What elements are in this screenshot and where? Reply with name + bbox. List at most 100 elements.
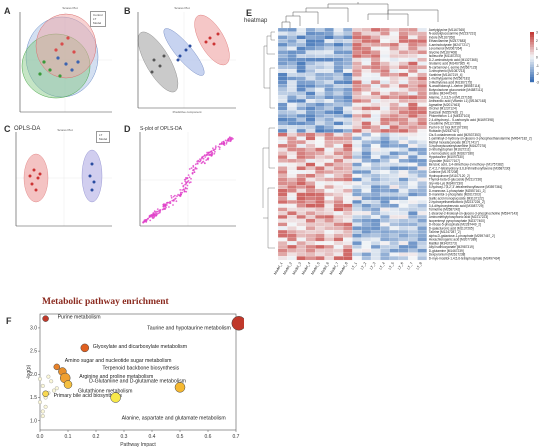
pathway-point bbox=[43, 404, 48, 409]
panel-c: C OPLS-DA Scores Plot LT Model bbox=[0, 120, 118, 234]
heatmap-cell bbox=[277, 50, 288, 55]
heatmap-cell bbox=[315, 61, 325, 66]
heatmap-cell bbox=[361, 166, 372, 171]
heatmap-cell bbox=[277, 69, 288, 74]
x-axis-label: Pathway Impact bbox=[120, 442, 156, 447]
heatmap-cell bbox=[408, 177, 418, 182]
heatmap-cell bbox=[277, 229, 288, 234]
heatmap-row-label: D-ribose-5-phosphate [M2287449_2] bbox=[429, 223, 481, 227]
heatmap-cell bbox=[352, 46, 362, 51]
heatmap-row-label: Cis-9-octadecenoic acid [M2537353] bbox=[429, 133, 481, 137]
heatmap-cell bbox=[408, 76, 418, 81]
heatmap-row-label: Alanine, 2,3,3,5-ol [M1227163] bbox=[429, 95, 473, 99]
splot-point bbox=[168, 206, 170, 208]
heatmap-cell bbox=[352, 136, 362, 141]
heatmap-cell bbox=[417, 140, 427, 145]
heatmap-cell bbox=[277, 46, 288, 51]
heatmap-cell bbox=[380, 181, 390, 186]
heatmap-cell bbox=[305, 46, 316, 51]
splot-point bbox=[213, 152, 216, 155]
heatmap-cell bbox=[296, 95, 306, 100]
heatmap-cell bbox=[305, 128, 316, 133]
heatmap-cell bbox=[305, 132, 316, 137]
heatmap-cell bbox=[305, 207, 316, 212]
heatmap-cell bbox=[417, 192, 427, 197]
heatmap-cell bbox=[380, 211, 390, 216]
heatmap-cell bbox=[315, 207, 325, 212]
heatmap-cell bbox=[333, 151, 344, 156]
heatmap-cell bbox=[417, 121, 427, 126]
y-axis-label: -log(p) bbox=[26, 364, 32, 379]
heatmap-cell bbox=[333, 226, 344, 231]
splot-point bbox=[142, 221, 145, 224]
heatmap-cell bbox=[370, 50, 381, 55]
heatmap-cell bbox=[408, 54, 418, 59]
heatmap-cell bbox=[343, 151, 353, 156]
heatmap-cell bbox=[287, 99, 297, 103]
heatmap-cell bbox=[361, 54, 372, 59]
heatmap-cell bbox=[408, 252, 418, 257]
heatmap-cell bbox=[408, 162, 418, 167]
scale-tick-label: -2 bbox=[536, 72, 539, 76]
heatmap-cell bbox=[315, 162, 325, 167]
heatmap-cell bbox=[352, 166, 362, 171]
heatmap-row-label: L-homocysteic acid [M1827186] bbox=[429, 151, 474, 155]
panel-a: A Scores Plot Control LT Model bbox=[0, 0, 118, 118]
heatmap-cell bbox=[324, 233, 334, 238]
heatmap-cell bbox=[324, 143, 334, 148]
panel-a-plot bbox=[19, 12, 112, 113]
heatmap-cell bbox=[333, 95, 344, 100]
heatmap-row-label: 1-palmitoyl-2-hydroxy-sn-glycero-3-phosp… bbox=[429, 137, 532, 141]
heatmap-cell bbox=[277, 200, 288, 204]
heatmap-cell bbox=[287, 218, 297, 223]
heatmap-cell bbox=[408, 50, 418, 55]
heatmap-cell bbox=[361, 244, 372, 249]
heatmap-row-label: 4-aminobutyrate [M2477217] bbox=[429, 43, 470, 47]
heatmap-cell bbox=[315, 143, 325, 148]
heatmap-cell bbox=[389, 113, 399, 118]
heatmap-cell bbox=[287, 177, 297, 182]
heatmap-cell bbox=[315, 80, 325, 85]
heatmap-col-label: Model_1 bbox=[273, 262, 283, 276]
splot-point bbox=[203, 162, 206, 164]
heatmap-cell bbox=[389, 140, 399, 145]
legend-model: Model bbox=[99, 137, 108, 141]
heatmap-cell bbox=[296, 196, 306, 201]
heatmap-cell bbox=[324, 46, 334, 51]
splot-point bbox=[145, 221, 148, 223]
heatmap-cell bbox=[352, 76, 362, 81]
heatmap-cell bbox=[343, 102, 353, 107]
heatmap-row-label: D-glutamine [M1467239] bbox=[429, 249, 464, 253]
heatmap-cell bbox=[417, 188, 427, 193]
heatmap-cell bbox=[398, 256, 409, 261]
heatmap-cell bbox=[287, 185, 297, 190]
heatmap-cell bbox=[277, 121, 288, 126]
scale-swatch bbox=[530, 64, 534, 68]
heatmap-cell bbox=[389, 46, 399, 51]
heatmap-cell bbox=[417, 218, 427, 223]
pathway-point bbox=[110, 392, 121, 403]
heatmap-cell bbox=[370, 102, 381, 107]
heatmap-cell bbox=[352, 237, 362, 242]
heatmap-cell bbox=[296, 76, 306, 81]
heatmap-cell bbox=[389, 162, 399, 167]
heatmap-cell bbox=[380, 192, 390, 197]
heatmap-cell bbox=[417, 248, 427, 253]
heatmap-cell bbox=[277, 218, 288, 223]
heatmap-cell bbox=[370, 99, 381, 103]
heatmap-cell bbox=[333, 252, 344, 257]
heatmap-grid: Acetylglycine [M1167365]N-acetylglucosam… bbox=[273, 27, 539, 276]
heatmap-cell bbox=[370, 215, 381, 219]
heatmap-cell bbox=[408, 42, 418, 47]
heatmap-cell bbox=[380, 54, 390, 59]
splot-point bbox=[194, 166, 197, 169]
heatmap-cell bbox=[287, 128, 297, 133]
heatmap-cell bbox=[296, 237, 306, 242]
heatmap-cell bbox=[398, 222, 409, 227]
heatmap-cell bbox=[408, 170, 418, 175]
scale-swatch bbox=[530, 37, 534, 40]
splot-point bbox=[218, 148, 221, 150]
heatmap-cell bbox=[324, 155, 334, 160]
heatmap-cell bbox=[389, 143, 399, 148]
heatmap-cell bbox=[343, 84, 353, 88]
